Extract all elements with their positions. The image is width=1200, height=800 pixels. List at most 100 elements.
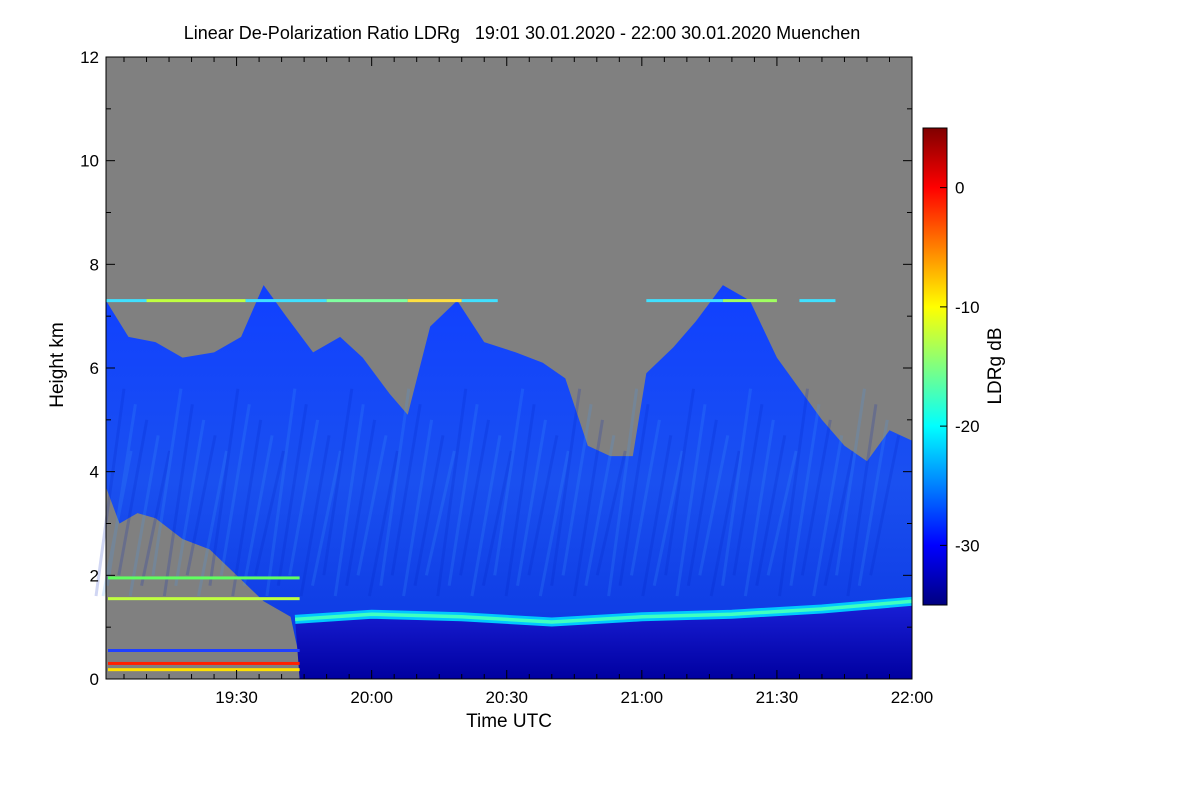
streak [459, 419, 491, 576]
melting-layer-core [294, 599, 913, 624]
ground-aerosol-line [108, 661, 300, 665]
streak [128, 435, 160, 597]
streak [538, 450, 570, 597]
x-tick-label: 20:00 [350, 688, 393, 707]
streak [197, 450, 229, 597]
streak [219, 404, 251, 576]
colorbar-scale [922, 127, 948, 606]
streak [402, 419, 434, 597]
streak [572, 419, 604, 597]
depolarizing-layer-segment [799, 299, 836, 303]
streak [101, 450, 133, 597]
streak [356, 435, 388, 576]
axes: 0 2 4 6 8 10 12 19:30 20:00 20:30 21:00 21:30 22:00 [80, 48, 933, 707]
colorbar-tick-label: -20 [955, 417, 980, 436]
streak [789, 404, 821, 586]
streak [664, 388, 696, 576]
streak [185, 435, 217, 576]
x-axis-label: Time UTC [466, 711, 552, 732]
x-tick-label: 21:30 [756, 688, 799, 707]
colorbar: 0 -10 -20 -30 [922, 127, 980, 606]
streak [254, 450, 285, 576]
depolarizing-layer-segment [245, 299, 327, 303]
colorbar-tick-label: 0 [955, 179, 964, 198]
streak [846, 404, 878, 597]
streak [516, 419, 547, 586]
streak [595, 450, 627, 576]
streak [345, 419, 377, 586]
streak [618, 404, 650, 586]
depolarizing-layer-segment [461, 299, 498, 303]
streak [276, 404, 308, 586]
y-axis-label: Height km [47, 322, 68, 408]
streak [652, 450, 684, 587]
ground-aerosol-line [108, 668, 300, 672]
x-tick-label: 22:00 [891, 688, 934, 707]
streak [835, 388, 866, 576]
streak [607, 388, 639, 597]
streak [424, 450, 456, 576]
streak [379, 388, 411, 586]
streak [481, 450, 513, 587]
streak [413, 435, 445, 586]
streak [766, 450, 798, 576]
streak [151, 388, 183, 576]
streak [709, 450, 741, 597]
streak [629, 419, 661, 576]
ground-aerosol-line [108, 648, 300, 652]
streak [390, 404, 422, 576]
streak [265, 388, 297, 597]
streak [721, 388, 753, 586]
y-tick-label: 0 [90, 670, 99, 689]
depolarizing-layer-segment [326, 299, 408, 303]
streak [447, 404, 479, 586]
streak [812, 435, 844, 597]
depolarizing-layer-segment [646, 299, 723, 303]
streak [231, 419, 263, 597]
y-tick-label: 10 [80, 152, 99, 171]
y-tick-label: 8 [90, 255, 99, 274]
streak [584, 435, 616, 586]
x-tick-label: 20:30 [485, 688, 528, 707]
streak [869, 435, 901, 576]
depolarizing-layer-segment [146, 299, 246, 303]
streak [174, 419, 206, 586]
streak [698, 435, 730, 576]
streak [493, 388, 525, 576]
x-tick-label: 19:30 [215, 688, 258, 707]
y-tick-label: 4 [90, 463, 99, 482]
colorbar-label: LDRg dB [985, 327, 1006, 404]
y-tick-label: 2 [90, 566, 99, 585]
streak [675, 404, 707, 597]
streak [322, 388, 354, 576]
y-tick-label: 12 [80, 48, 99, 67]
streak [686, 419, 718, 586]
streak [527, 435, 559, 576]
ground-aerosol-line [108, 576, 300, 580]
streak [105, 404, 137, 586]
depolarizing-layer-segment [722, 299, 777, 303]
streak [641, 435, 673, 597]
streak [117, 419, 149, 576]
streak [743, 419, 775, 597]
depolarizing-layer-segment [407, 299, 462, 303]
streak [857, 419, 889, 586]
ground-aerosol-line [108, 597, 300, 601]
streak [504, 404, 536, 597]
y-tick-label: 6 [90, 359, 99, 378]
chart-title: Linear De-Polarization Ratio LDRg 19:01 … [184, 23, 860, 43]
plot-area [94, 57, 913, 679]
streak [140, 450, 172, 587]
streak [162, 404, 194, 597]
streak [208, 388, 240, 586]
streak [436, 388, 468, 597]
streak [755, 435, 787, 586]
streak [732, 404, 764, 576]
colorbar-tick-label: -10 [955, 298, 980, 317]
streak [299, 435, 331, 597]
streak [470, 435, 502, 597]
streak [288, 419, 320, 576]
streak [823, 450, 855, 587]
streak [242, 435, 274, 586]
